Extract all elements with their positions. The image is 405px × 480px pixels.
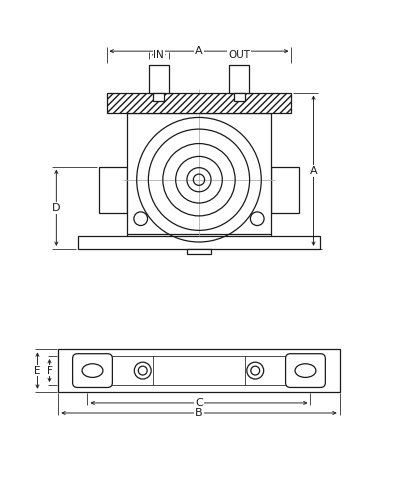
Text: E: E bbox=[34, 366, 40, 375]
Bar bbox=[228, 65, 249, 93]
Text: A: A bbox=[309, 166, 317, 176]
Bar bbox=[87, 356, 310, 385]
Bar bbox=[186, 249, 211, 253]
FancyBboxPatch shape bbox=[285, 354, 324, 387]
Text: A: A bbox=[195, 46, 202, 56]
Bar bbox=[78, 236, 319, 249]
Bar bbox=[153, 93, 164, 101]
Text: F: F bbox=[47, 366, 52, 375]
Bar bbox=[148, 65, 168, 93]
Bar bbox=[271, 167, 299, 213]
Text: B: B bbox=[195, 408, 202, 418]
Bar bbox=[106, 93, 291, 113]
Bar bbox=[126, 113, 271, 234]
Text: OUT: OUT bbox=[228, 50, 249, 60]
Text: C: C bbox=[195, 398, 202, 408]
Bar bbox=[233, 93, 244, 101]
Text: IN: IN bbox=[153, 50, 164, 60]
FancyBboxPatch shape bbox=[72, 354, 112, 387]
Bar bbox=[58, 349, 339, 392]
Text: D: D bbox=[52, 203, 60, 213]
Bar bbox=[98, 167, 126, 213]
